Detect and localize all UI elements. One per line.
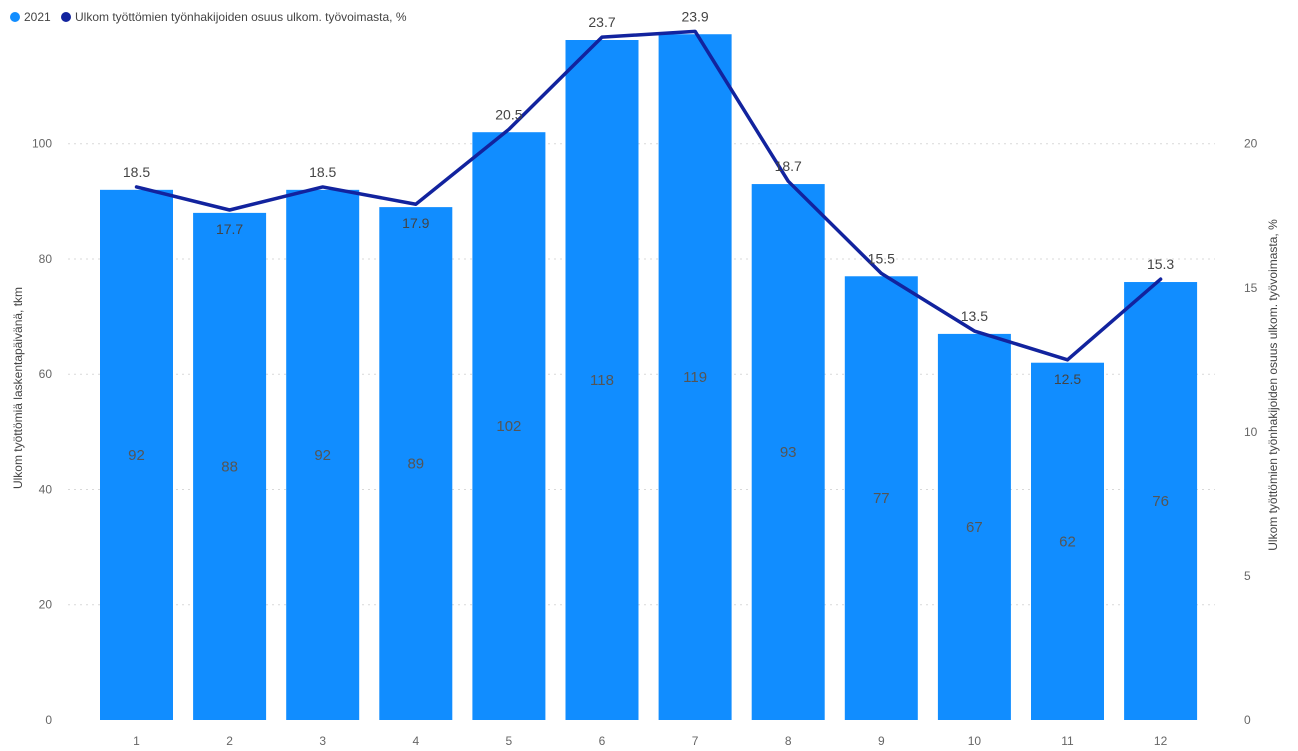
bar-value-label: 67	[966, 519, 983, 536]
x-tick-label: 3	[319, 734, 326, 748]
bar-value-label: 76	[1152, 493, 1169, 510]
line-value-label: 13.5	[961, 308, 988, 324]
right-axis-ticks: 0 5 10 15 20	[1244, 137, 1258, 727]
line-value-label: 23.9	[681, 8, 708, 24]
bar-value-label: 118	[590, 372, 614, 389]
bar-value-label: 92	[314, 447, 331, 464]
line-value-label: 18.7	[775, 158, 802, 174]
line-value-label: 18.5	[123, 164, 150, 180]
x-tick-label: 1	[133, 734, 140, 748]
bar-value-label: 62	[1059, 533, 1076, 550]
bar[interactable]	[565, 40, 639, 720]
line-value-label: 18.5	[309, 164, 336, 180]
left-tick-label: 0	[45, 713, 52, 727]
bar-value-label: 93	[780, 444, 797, 461]
bar-value-label: 77	[873, 490, 890, 507]
left-tick-label: 80	[39, 252, 53, 266]
line-series	[134, 29, 1163, 362]
x-axis-ticks: 1 2 3 4 5 6 7 8 9 10 11 12	[133, 734, 1167, 748]
bar-data-labels: 92 88 92 89 102 118 119 93 77 67 62 76	[128, 369, 1169, 550]
bar[interactable]	[751, 184, 825, 720]
bar[interactable]	[193, 212, 267, 721]
bar[interactable]	[844, 276, 918, 720]
bar[interactable]	[937, 333, 1011, 720]
legend-swatch-bar	[10, 12, 20, 22]
line-value-label: 23.7	[588, 14, 615, 30]
line-value-label: 15.3	[1147, 256, 1174, 272]
right-tick-label: 15	[1244, 281, 1258, 295]
line-value-label: 12.5	[1054, 371, 1081, 387]
right-axis-title: Ulkom työttömien työnhakijoiden osuus ul…	[1266, 219, 1280, 551]
x-tick-label: 8	[785, 734, 792, 748]
bar[interactable]	[379, 207, 453, 720]
x-tick-label: 5	[506, 734, 513, 748]
line-value-label: 15.5	[868, 250, 895, 266]
bar-series	[100, 34, 1198, 721]
x-tick-label: 10	[968, 734, 982, 748]
x-tick-label: 2	[226, 734, 233, 748]
bar[interactable]	[100, 189, 173, 720]
right-tick-label: 10	[1244, 425, 1258, 439]
legend-label-bar: 2021	[24, 10, 51, 24]
line-value-label: 20.5	[495, 106, 522, 122]
legend-item-bar-series[interactable]: 2021	[10, 10, 51, 24]
bar[interactable]	[1124, 282, 1198, 720]
bar[interactable]	[286, 189, 360, 720]
bar[interactable]	[1031, 362, 1104, 720]
x-tick-label: 9	[878, 734, 885, 748]
left-axis-ticks: 0 20 40 60 80 100	[32, 137, 52, 727]
line-value-label: 17.7	[216, 221, 243, 237]
legend-item-line-series[interactable]: Ulkom työttömien työnhakijoiden osuus ul…	[61, 10, 407, 24]
x-tick-label: 11	[1061, 734, 1074, 748]
line-path[interactable]	[134, 29, 1163, 362]
legend: 2021 Ulkom työttömien työnhakijoiden osu…	[10, 10, 407, 24]
bar-value-label: 88	[221, 458, 238, 475]
legend-swatch-line	[61, 12, 71, 22]
x-tick-label: 7	[692, 734, 699, 748]
right-tick-label: 5	[1244, 569, 1251, 583]
left-tick-label: 100	[32, 137, 52, 151]
bar-value-label: 92	[128, 447, 145, 464]
bar-value-label: 102	[496, 418, 521, 435]
bar-value-label: 89	[407, 456, 424, 473]
left-axis-title: Ulkom työttömiä laskentapäivänä, tkm	[11, 287, 25, 489]
legend-label-line: Ulkom työttömien työnhakijoiden osuus ul…	[75, 10, 407, 24]
right-tick-label: 0	[1244, 713, 1251, 727]
bar[interactable]	[472, 132, 546, 721]
line-value-label: 17.9	[402, 215, 429, 231]
right-tick-label: 20	[1244, 137, 1258, 151]
left-tick-label: 20	[39, 598, 53, 612]
x-tick-label: 12	[1154, 734, 1168, 748]
left-tick-label: 40	[39, 482, 53, 496]
line-data-labels: 18.5 17.7 18.5 17.9 20.5 23.7 23.9 18.7 15.5 13.5…	[123, 8, 1175, 386]
left-tick-label: 60	[39, 367, 53, 381]
x-tick-label: 6	[599, 734, 606, 748]
gridlines	[68, 143, 1215, 606]
bar-value-label: 119	[683, 369, 707, 386]
x-tick-label: 4	[412, 734, 419, 748]
bar[interactable]	[658, 34, 732, 720]
